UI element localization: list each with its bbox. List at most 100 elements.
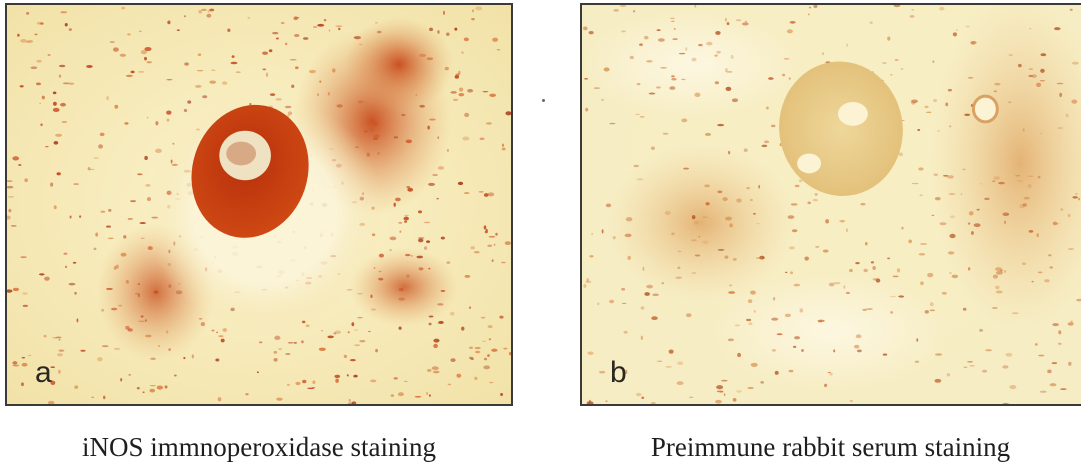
cell-speck: [452, 98, 459, 102]
cell-speck: [694, 254, 701, 257]
cell-speck: [22, 292, 28, 295]
cell-speck: [164, 385, 168, 389]
cell-speck: [79, 215, 82, 218]
cell-speck: [12, 156, 20, 161]
cell-speck: [351, 401, 357, 404]
cell-speck: [736, 198, 742, 203]
cell-speck: [426, 368, 432, 372]
cell-speck: [230, 61, 238, 65]
cell-speck: [963, 366, 968, 368]
cell-speck: [716, 50, 721, 54]
cell-speck: [144, 155, 148, 161]
cell-speck: [464, 112, 470, 118]
cell-speck: [790, 271, 793, 275]
cell-speck: [605, 400, 608, 402]
cell-speck: [621, 30, 626, 33]
cell-speck: [483, 225, 487, 230]
cell-speck: [849, 400, 854, 402]
cell-speck: [750, 290, 756, 295]
cell-speck: [276, 397, 283, 401]
cell-speck: [272, 31, 279, 35]
cell-speck: [764, 140, 770, 144]
cell-speck: [967, 267, 971, 271]
cell-speck: [301, 340, 304, 344]
cell-speck: [755, 257, 763, 259]
cell-speck: [860, 202, 866, 206]
cell-speck: [262, 68, 267, 71]
cell-speck: [822, 52, 824, 55]
cell-speck: [302, 37, 309, 40]
cell-speck: [898, 295, 905, 298]
cell-speck: [1017, 63, 1022, 68]
cell-speck: [792, 345, 797, 348]
cell-speck: [368, 330, 371, 333]
cell-speck: [491, 348, 498, 352]
cell-speck: [872, 265, 876, 270]
cell-speck: [1040, 132, 1043, 134]
cell-speck: [144, 46, 152, 52]
cell-speck: [474, 376, 478, 380]
cell-speck: [482, 340, 486, 343]
micrograph-panel-a: a: [5, 3, 513, 406]
cell-speck: [822, 249, 829, 253]
cell-speck: [621, 287, 626, 291]
cell-speck: [794, 184, 800, 188]
cell-speck: [503, 347, 508, 350]
cell-speck: [487, 354, 490, 357]
cell-speck: [916, 338, 919, 342]
cell-speck: [68, 282, 76, 286]
cell-speck: [97, 357, 103, 362]
stray-dot: [542, 99, 545, 102]
cell-speck: [790, 203, 798, 206]
cell-speck: [312, 26, 318, 28]
cell-speck: [901, 226, 904, 230]
cell-speck: [911, 101, 916, 105]
cell-speck: [52, 91, 57, 95]
cell-speck: [964, 113, 971, 116]
cell-speck: [130, 70, 135, 74]
cell-speck: [89, 168, 95, 171]
cell-speck: [714, 54, 718, 57]
cell-speck: [782, 73, 786, 77]
cell-speck: [469, 346, 474, 349]
cell-speck: [677, 266, 681, 269]
cell-speck: [1029, 27, 1032, 30]
cell-speck: [625, 369, 628, 375]
cell-speck: [685, 313, 692, 318]
cell-speck: [947, 88, 953, 92]
cell-speck: [941, 291, 947, 295]
cell-speck: [946, 175, 954, 179]
cell-speck: [657, 38, 665, 42]
cell-speck: [770, 124, 776, 128]
cell-speck: [30, 66, 38, 70]
cell-speck: [939, 6, 945, 11]
cell-speck: [7, 215, 11, 220]
cell-speck: [926, 111, 932, 114]
cell-speck: [399, 230, 402, 233]
cell-speck: [918, 253, 926, 256]
cell-speck: [698, 43, 703, 47]
cell-speck: [887, 36, 891, 41]
cell-speck: [47, 400, 55, 404]
cell-speck: [656, 86, 661, 89]
cell-speck: [846, 43, 849, 47]
cell-speck: [973, 223, 981, 228]
cell-speck: [40, 123, 43, 127]
cell-speck: [584, 77, 589, 80]
cell-speck: [593, 87, 601, 89]
cell-speck: [673, 27, 676, 30]
cell-speck: [817, 319, 825, 323]
cell-speck: [798, 179, 803, 183]
cell-speck: [787, 215, 795, 219]
cell-speck: [694, 5, 697, 8]
cell-speck: [729, 223, 733, 228]
cell-speck: [20, 39, 27, 43]
cell-speck: [1023, 196, 1030, 200]
cell-speck: [473, 251, 480, 254]
cell-speck: [7, 289, 13, 293]
cell-speck: [268, 49, 273, 53]
cell-speck: [1075, 193, 1078, 195]
cell-speck: [731, 98, 739, 103]
cell-speck: [998, 181, 1005, 185]
cell-speck: [209, 8, 215, 12]
